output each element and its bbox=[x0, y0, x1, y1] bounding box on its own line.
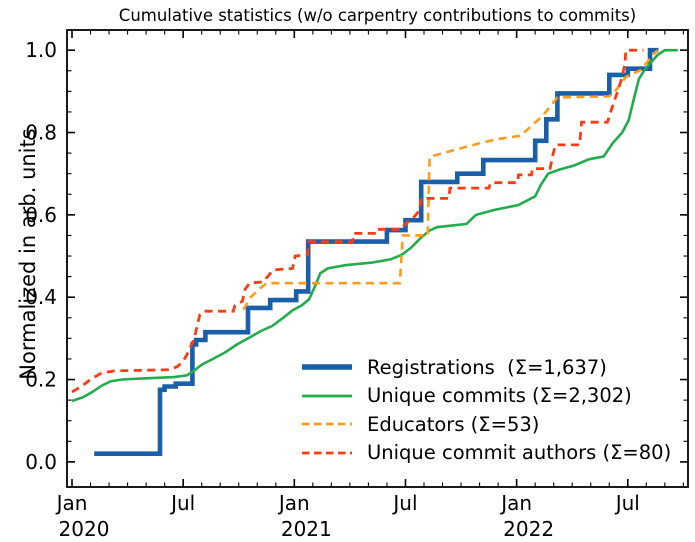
series-unique-commits bbox=[71, 48, 678, 403]
x-tick-label: Jul bbox=[391, 491, 417, 515]
y-tick-label: 0.4 bbox=[25, 285, 57, 309]
legend-label-unique-commit-authors: Unique commit authors (Σ=80) bbox=[367, 441, 672, 465]
y-tick-label: 0.6 bbox=[25, 203, 57, 227]
legend-item-educators: Educators (Σ=53) bbox=[300, 410, 671, 439]
x-tick-label: Jan bbox=[55, 491, 88, 515]
x-tick-year-label: 2020 bbox=[59, 517, 110, 541]
x-tick-year-label: 2021 bbox=[281, 517, 332, 541]
legend-swatch-unique-commit-authors bbox=[302, 451, 352, 455]
x-tick-label: Jul bbox=[169, 491, 195, 515]
series-unique-commit-authors bbox=[71, 48, 644, 394]
y-tick-label: 1.0 bbox=[25, 38, 57, 62]
legend-item-registrations: Registrations (Σ=1,637) bbox=[300, 353, 671, 382]
legend-label-educators: Educators (Σ=53) bbox=[367, 412, 540, 436]
legend-label-unique-commits: Unique commits (Σ=2,302) bbox=[367, 384, 632, 408]
legend-swatch-educators bbox=[302, 422, 352, 426]
x-tick-year-label: 2022 bbox=[503, 517, 554, 541]
axes-frame bbox=[66, 29, 689, 488]
x-tick-label: Jan bbox=[499, 491, 532, 515]
legend-item-unique-commits: Unique commits (Σ=2,302) bbox=[300, 382, 671, 411]
y-tick-label: 0.2 bbox=[25, 368, 57, 392]
y-tick-label: 0.0 bbox=[25, 450, 57, 474]
legend-swatch-registrations bbox=[302, 364, 352, 370]
x-tick-label: Jan bbox=[277, 491, 310, 515]
legend: Registrations (Σ=1,637) Unique commits (… bbox=[300, 353, 671, 467]
chart-title: Cumulative statistics (w/o carpentry con… bbox=[118, 6, 637, 25]
x-tick-label: Jul bbox=[614, 491, 640, 515]
legend-item-unique-commit-authors: Unique commit authors (Σ=80) bbox=[300, 439, 671, 468]
legend-swatch-unique-commits bbox=[302, 394, 352, 398]
legend-label-registrations: Registrations (Σ=1,637) bbox=[367, 355, 607, 379]
y-tick-label: 0.8 bbox=[25, 121, 57, 145]
